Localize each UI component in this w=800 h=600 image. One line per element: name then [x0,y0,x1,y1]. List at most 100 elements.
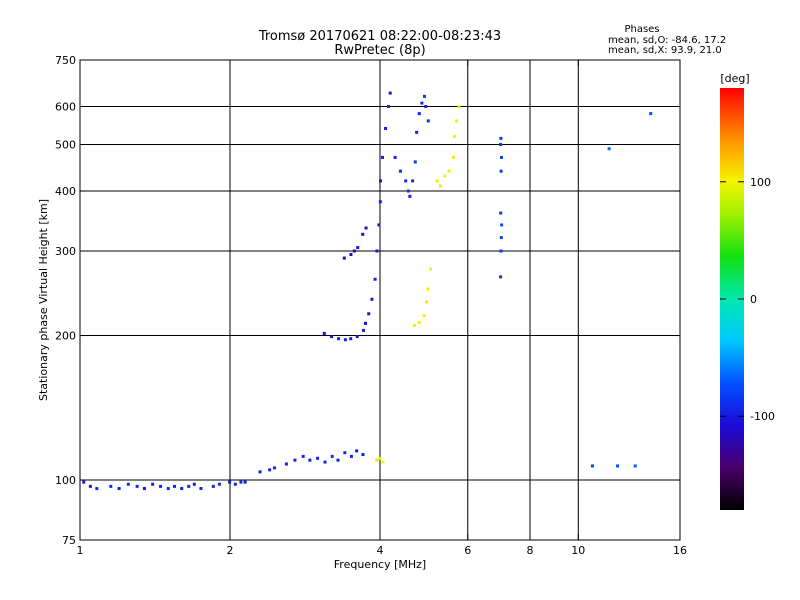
data-point [447,169,451,173]
series-group [82,449,365,491]
data-point [426,119,430,123]
data-point [330,454,334,458]
data-point [308,458,312,462]
data-point [443,174,447,178]
data-point [187,484,191,488]
data-point [398,169,402,173]
data-point [239,480,243,484]
data-point [211,484,215,488]
data-point [135,484,139,488]
series-group [499,136,504,279]
colorbar-ticks: 100 0 -100 [720,176,775,423]
series-group [590,112,653,468]
data-point [381,155,385,159]
data-point [151,482,155,486]
x-tick-label: 2 [227,544,234,557]
colorbar-tick-label: 100 [750,176,771,189]
colorbar-tick-label: -100 [750,410,775,423]
data-point [408,194,412,198]
x-tick-label: 6 [464,544,471,557]
x-tick-label: 8 [527,544,534,557]
data-point [590,464,594,468]
data-point [393,155,397,159]
data-point [499,249,503,253]
data-point [364,226,368,230]
data-point [499,275,503,279]
data-point [649,112,653,116]
data-point [499,143,503,147]
data-point [499,236,503,240]
y-tick-label: 75 [62,534,76,547]
data-point [415,130,419,134]
data-point [95,487,99,491]
data-point [361,232,365,236]
data-point [412,323,416,327]
data-point [388,91,392,95]
data-point [355,449,359,453]
data-point [284,462,288,466]
data-point [301,454,305,458]
data-point [373,277,377,281]
data-point [378,456,382,460]
data-point [349,454,353,458]
data-point [428,267,432,271]
data-point [499,169,503,173]
y-tick-label: 750 [55,54,76,67]
data-point [413,160,417,164]
data-point [367,312,371,316]
data-point [349,253,353,257]
stats-x-mode: mean, sd,X: 93.9, 21.0 [608,45,722,56]
data-point [233,482,237,486]
data-point [417,112,421,116]
data-point [272,466,276,470]
data-point [378,200,382,204]
data-point [435,179,439,183]
plot-area [80,60,680,540]
data-point [633,464,637,468]
data-point [387,105,391,109]
data-point [336,458,340,462]
y-axis-label: Stationary phase Virtual Height [km] [37,199,50,401]
data-point [258,470,262,474]
data-point [425,300,429,304]
series-group [322,91,392,342]
data-point [417,320,421,324]
y-tick-label: 600 [55,101,76,114]
data-point [406,189,410,193]
data-point [375,458,379,462]
data-point [172,484,176,488]
x-axis-label: Frequency [MHz] [334,558,426,571]
y-tick-label: 100 [55,474,76,487]
data-point [180,487,184,491]
data-point [316,456,320,460]
data-point [451,155,455,159]
chart-subtitle: RwPretec (8p) [334,43,425,58]
data-point [363,321,367,325]
y-tick-label: 300 [55,245,76,258]
data-point [323,460,327,464]
data-point [500,223,504,227]
x-tick-label: 4 [377,544,384,557]
y-tick-label: 200 [55,330,76,343]
colorbar-label: [deg] [720,72,749,85]
series-group [375,456,385,464]
data-point [228,480,232,484]
data-point [349,337,353,341]
data-point [243,480,247,484]
data-point [499,155,503,159]
axis-ticks: 1 2 4 6 8 10 16 75 100 200 300 400 500 600 750 [55,54,687,557]
data-point [379,179,383,183]
data-point [370,297,374,301]
data-point [126,482,130,486]
data-point [322,331,326,335]
data-point [166,487,170,491]
data-point [192,482,196,486]
y-tick-label: 500 [55,139,76,152]
data-point [607,147,611,151]
data-point [217,482,221,486]
data-point [499,211,503,215]
data-point [424,105,428,109]
data-point [352,249,356,253]
data-point [426,287,430,291]
